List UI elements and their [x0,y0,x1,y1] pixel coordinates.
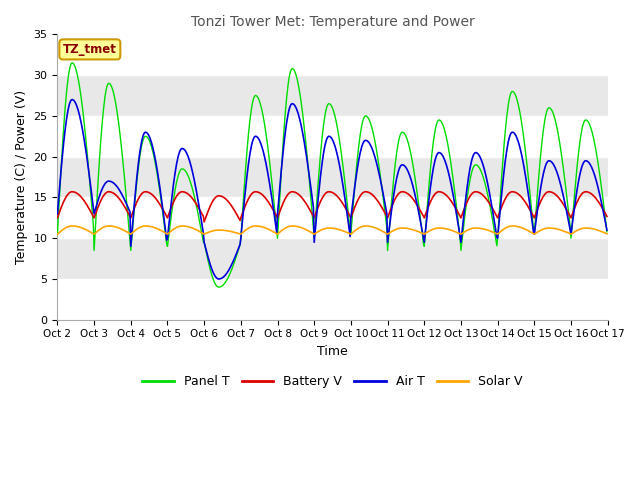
Bar [58,75,608,116]
Bar [58,238,608,279]
Bar [58,116,608,156]
X-axis label: Time: Time [317,345,348,358]
Bar [58,279,608,320]
Y-axis label: Temperature (C) / Power (V): Temperature (C) / Power (V) [15,90,28,264]
Text: TZ_tmet: TZ_tmet [63,43,116,56]
Bar [58,156,608,197]
Bar [58,35,608,75]
Title: Tonzi Tower Met: Temperature and Power: Tonzi Tower Met: Temperature and Power [191,15,474,29]
Legend: Panel T, Battery V, Air T, Solar V: Panel T, Battery V, Air T, Solar V [138,371,528,394]
Bar [58,197,608,238]
